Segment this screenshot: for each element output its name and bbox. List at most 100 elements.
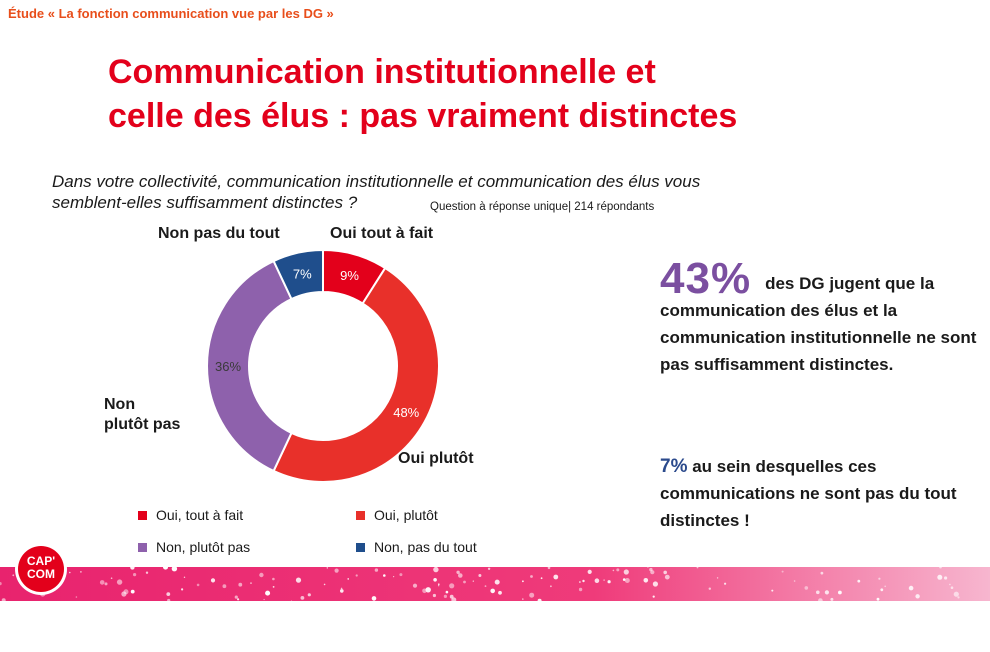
legend-label: Oui, tout à fait [156, 507, 244, 523]
footer-dot [130, 567, 135, 570]
footer-dot [412, 583, 418, 588]
footer-dot [624, 578, 630, 583]
insight-text-1: des DG jugent que la communication des é… [660, 274, 977, 374]
footer-dot [110, 577, 113, 579]
donut-chart: 9% 48% 36% 7% [206, 248, 440, 483]
footer-band-background [0, 567, 990, 601]
footer-dot [522, 598, 524, 600]
footer-dot [529, 592, 535, 598]
footer-dot [579, 581, 581, 583]
footer-dot [652, 595, 655, 598]
footer-dot [238, 582, 243, 587]
slice-label-line: Oui plutôt [398, 450, 474, 467]
footer-dot [884, 585, 886, 588]
footer-dot [166, 592, 171, 596]
donut-value-label-oui-tout-a-fait: 9% [340, 268, 359, 283]
footer-dot [181, 588, 184, 591]
survey-question-line-1: Dans votre collectivité, communication i… [52, 172, 701, 191]
legend-label: Non, pas du tout [374, 539, 477, 555]
footer-dot [445, 590, 449, 594]
footer-dot [300, 596, 305, 600]
footer-dot [196, 583, 200, 587]
footer-dot [167, 598, 171, 601]
footer-dot [290, 600, 293, 601]
survey-question-line-2: semblent-elles suffisamment distinctes ? [52, 193, 358, 212]
footer-dot [498, 590, 502, 595]
legend-swatch [138, 542, 147, 552]
footer-dot [550, 585, 552, 588]
footer-dot [340, 589, 344, 593]
footer-dot [724, 582, 727, 585]
footer-dot [183, 576, 186, 578]
footer-dot [237, 598, 240, 601]
footer-dot [425, 587, 431, 593]
footer-dot [643, 578, 649, 583]
footer-dot [307, 593, 311, 597]
footer-dot [939, 567, 942, 569]
footer-dot [145, 571, 149, 574]
footer-dot [0, 582, 2, 586]
footer-dot [295, 577, 302, 583]
footer-dot [793, 580, 796, 582]
footer-dot [623, 569, 629, 575]
slice-label-oui-tout-a-fait: Oui tout à fait [330, 224, 433, 244]
slice-label-line: Non [104, 396, 136, 413]
page-title: Communication institutionnelle et celle … [108, 50, 737, 138]
footer-dot [121, 591, 127, 597]
footer-dot [781, 570, 784, 573]
footer-dot [537, 598, 542, 601]
donut-slice-non-pas-du-tout [272, 248, 324, 301]
footer-dot [433, 578, 437, 582]
survey-meta: Question à réponse unique| 214 répondant… [430, 201, 655, 213]
donut-slice-oui-plutot [272, 266, 440, 483]
legend-label: Oui, plutôt [374, 507, 438, 523]
legend-swatch [356, 510, 365, 520]
footer-dot [1, 598, 6, 601]
slice-label-line: Non pas du tout [158, 225, 280, 242]
footer-dot [594, 578, 600, 583]
insight-percentage-1: 43% [660, 254, 752, 303]
insight-text-2: au sein desquelles ces communications ne… [660, 457, 957, 530]
footer-dot [937, 574, 943, 580]
legend-item-oui-tout-a-fait: Oui, tout à fait [138, 507, 243, 523]
footer-dot [393, 576, 395, 578]
footer-dot [438, 583, 440, 585]
capcom-logo: CAP' COM [18, 546, 64, 592]
logo-text-bottom: COM [27, 567, 55, 581]
footer-dot [75, 596, 78, 598]
footer-dot [130, 589, 135, 594]
footer-dot [39, 591, 46, 597]
footer-dot [908, 585, 914, 591]
legend-item-non-plutot-pas: Non, plutôt pas [138, 539, 250, 555]
footer-dot [664, 574, 670, 580]
footer-dot [616, 568, 620, 572]
footer-dot [234, 595, 238, 599]
footer-dot [771, 589, 774, 592]
footer-dot [272, 586, 275, 588]
footer-dot [876, 597, 880, 601]
footer-dot [663, 570, 667, 575]
footer-dot [484, 585, 487, 587]
footer-dot [472, 580, 474, 582]
footer-dot [347, 578, 350, 580]
footer-dot [915, 594, 920, 599]
insight-percentage-2: 7% [660, 456, 688, 477]
donut-value-label-non-plutot-pas: 36% [215, 359, 241, 374]
footer-dot [99, 580, 105, 585]
footer-dot [820, 571, 824, 575]
footer-dot [69, 571, 71, 574]
footer-dot [530, 575, 533, 578]
footer-dot [857, 579, 861, 583]
footer-dot [603, 579, 605, 581]
footer-dot [494, 579, 500, 585]
footer-dot [458, 573, 463, 578]
footer-dot [334, 568, 339, 573]
footer-dot [696, 567, 699, 569]
footer-dot [838, 590, 842, 595]
footer-dot [323, 583, 326, 586]
legend-swatch [138, 510, 147, 520]
footer-dot [582, 579, 585, 583]
footer-dot [878, 577, 881, 580]
footer-dot [80, 571, 82, 573]
footer-dot [607, 580, 611, 584]
